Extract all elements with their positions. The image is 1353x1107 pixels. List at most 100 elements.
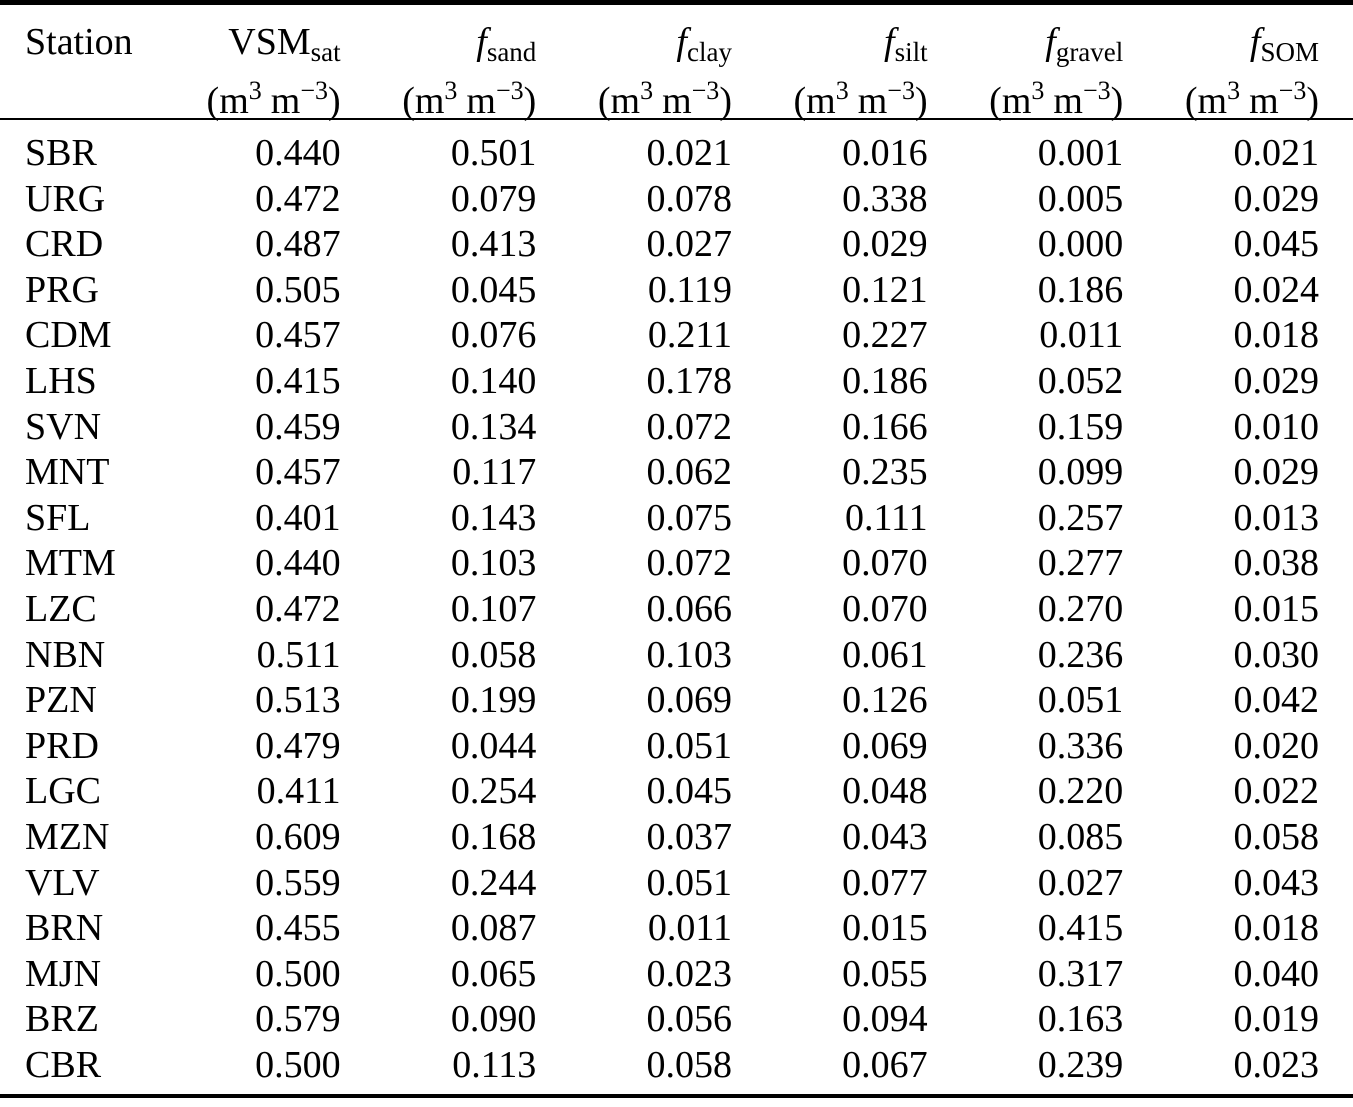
col-header-label: fgravel — [928, 19, 1123, 75]
col-header-som: fSOM (m3 m−3) — [1123, 5, 1319, 127]
col-header-unit: (m3 m−3) — [206, 76, 341, 123]
value-cell: 0.011 — [647, 907, 732, 950]
value-cell: 0.042 — [1233, 679, 1320, 722]
value-cell: 0.199 — [450, 679, 537, 722]
value-cell: 0.168 — [450, 815, 537, 858]
value-cell: 0.076 — [450, 314, 537, 357]
station-cell: CBR — [25, 1043, 102, 1086]
value-cell: 0.077 — [842, 861, 928, 904]
value-cell: 0.020 — [1233, 724, 1320, 767]
value-cell: 0.055 — [842, 952, 928, 995]
col-header-station: Station — [25, 5, 145, 127]
value-cell: 0.440 — [255, 542, 341, 585]
table-row-mnt: MNT 0.457 0.117 0.062 0.235 0.099 0.029 — [25, 450, 1319, 496]
table-row-lgc: LGC 0.411 0.254 0.045 0.048 0.220 0.022 — [25, 769, 1319, 815]
value-cell: 0.336 — [1037, 724, 1124, 767]
value-cell: 0.015 — [842, 907, 928, 950]
col-header-main: VSM — [228, 21, 311, 63]
value-cell: 0.401 — [255, 496, 341, 539]
value-cell: 0.163 — [1037, 998, 1124, 1041]
value-cell: 0.559 — [255, 861, 341, 904]
table-row-cdm: CDM 0.457 0.076 0.211 0.227 0.011 0.018 — [25, 313, 1319, 359]
table-header-row: Station VSMsat (m3 m−3) fsand (m3 m−3) fclay (m3… — [25, 5, 1319, 127]
col-header-main: f — [1249, 21, 1261, 63]
value-cell: 0.051 — [1037, 679, 1124, 722]
value-cell: 0.024 — [1233, 268, 1320, 311]
value-cell: 0.043 — [1233, 861, 1320, 904]
value-cell: 0.029 — [1233, 451, 1320, 494]
value-cell: 0.070 — [842, 542, 928, 585]
value-cell: 0.001 — [1037, 132, 1124, 174]
value-cell: 0.186 — [842, 359, 928, 402]
col-header-sat: VSMsat (m3 m−3) — [145, 5, 341, 127]
station-cell: PRD — [25, 724, 99, 767]
value-cell: 0.487 — [255, 223, 341, 266]
station-cell: NBN — [25, 633, 106, 676]
table-header: Station VSMsat (m3 m−3) fsand (m3 m−3) fclay (m3… — [25, 5, 1319, 127]
value-cell: 0.069 — [646, 679, 732, 722]
value-cell: 0.062 — [646, 451, 732, 494]
value-cell: 0.023 — [646, 952, 732, 995]
value-cell: 0.051 — [646, 861, 732, 904]
value-cell: 0.254 — [450, 770, 537, 813]
station-cell: LZC — [25, 587, 97, 630]
value-cell: 0.111 — [844, 496, 928, 539]
value-cell: 0.018 — [1233, 314, 1320, 357]
value-cell: 0.013 — [1233, 496, 1320, 539]
station-cell: CRD — [25, 223, 104, 266]
value-cell: 0.236 — [1037, 633, 1124, 676]
value-cell: 0.505 — [255, 268, 341, 311]
station-cell: MNT — [25, 451, 110, 494]
value-cell: 0.069 — [842, 724, 928, 767]
station-cell: VLV — [25, 861, 100, 904]
value-cell: 0.103 — [450, 542, 537, 585]
table-row-mjn: MJN 0.500 0.065 0.023 0.055 0.317 0.040 — [25, 952, 1319, 998]
value-cell: 0.075 — [646, 496, 732, 539]
table-row-mtm: MTM 0.440 0.103 0.072 0.070 0.277 0.038 — [25, 541, 1319, 587]
value-cell: 0.058 — [1233, 815, 1320, 858]
value-cell: 0.107 — [450, 587, 537, 630]
value-cell: 0.030 — [1233, 633, 1320, 676]
col-header-label: fsilt — [732, 19, 928, 75]
value-cell: 0.066 — [646, 587, 732, 630]
value-cell: 0.500 — [255, 952, 341, 995]
value-cell: 0.043 — [842, 815, 928, 858]
table-header-rule — [0, 118, 1353, 120]
value-cell: 0.048 — [842, 770, 928, 813]
value-cell: 0.411 — [256, 770, 341, 813]
value-cell: 0.029 — [1233, 177, 1320, 220]
value-cell: 0.459 — [255, 405, 341, 448]
value-cell: 0.413 — [450, 223, 537, 266]
col-header-unit: (m3 m−3) — [1184, 76, 1319, 123]
value-cell: 0.065 — [450, 952, 537, 995]
value-cell: 0.052 — [1037, 359, 1124, 402]
col-header-subscript: silt — [894, 37, 928, 67]
value-cell: 0.134 — [450, 405, 537, 448]
value-cell: 0.040 — [1233, 952, 1320, 995]
value-cell: 0.211 — [647, 314, 732, 357]
value-cell: 0.045 — [1233, 223, 1320, 266]
station-cell: CDM — [25, 314, 112, 357]
value-cell: 0.472 — [255, 177, 341, 220]
table-body: SBR 0.440 0.501 0.021 0.016 0.001 0.021 URG 0.47… — [25, 127, 1319, 1088]
table-row-prg: PRG 0.505 0.045 0.119 0.121 0.186 0.024 — [25, 268, 1319, 314]
value-cell: 0.317 — [1037, 952, 1124, 995]
col-header-clay: fclay (m3 m−3) — [536, 5, 732, 127]
col-header-unit: (m3 m−3) — [793, 76, 928, 123]
table-row-lzc: LZC 0.472 0.107 0.066 0.070 0.270 0.015 — [25, 587, 1319, 633]
col-header-main: f — [1045, 21, 1056, 63]
col-header-main: f — [476, 21, 487, 63]
value-cell: 0.126 — [842, 679, 928, 722]
value-cell: 0.277 — [1037, 542, 1124, 585]
col-header-label: fclay — [536, 19, 732, 75]
value-cell: 0.045 — [450, 268, 537, 311]
table-top-rule — [0, 0, 1353, 5]
value-cell: 0.038 — [1233, 542, 1320, 585]
station-cell: SFL — [25, 496, 91, 539]
value-cell: 0.457 — [255, 451, 341, 494]
table-row-mzn: MZN 0.609 0.168 0.037 0.043 0.085 0.058 — [25, 815, 1319, 861]
value-cell: 0.121 — [842, 268, 928, 311]
value-cell: 0.078 — [646, 177, 732, 220]
station-cell: MZN — [25, 815, 110, 858]
station-cell: MTM — [25, 542, 116, 585]
